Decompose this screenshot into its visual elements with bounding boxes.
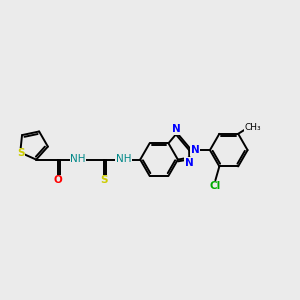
Text: NH: NH bbox=[116, 154, 131, 164]
Text: O: O bbox=[54, 176, 62, 185]
Text: N: N bbox=[185, 158, 194, 167]
Text: N: N bbox=[191, 145, 200, 155]
Text: S: S bbox=[100, 176, 107, 185]
Text: N: N bbox=[172, 124, 180, 134]
Text: Cl: Cl bbox=[210, 181, 221, 191]
Text: NH: NH bbox=[70, 154, 86, 164]
Text: CH₃: CH₃ bbox=[245, 123, 261, 132]
Text: S: S bbox=[17, 148, 25, 158]
